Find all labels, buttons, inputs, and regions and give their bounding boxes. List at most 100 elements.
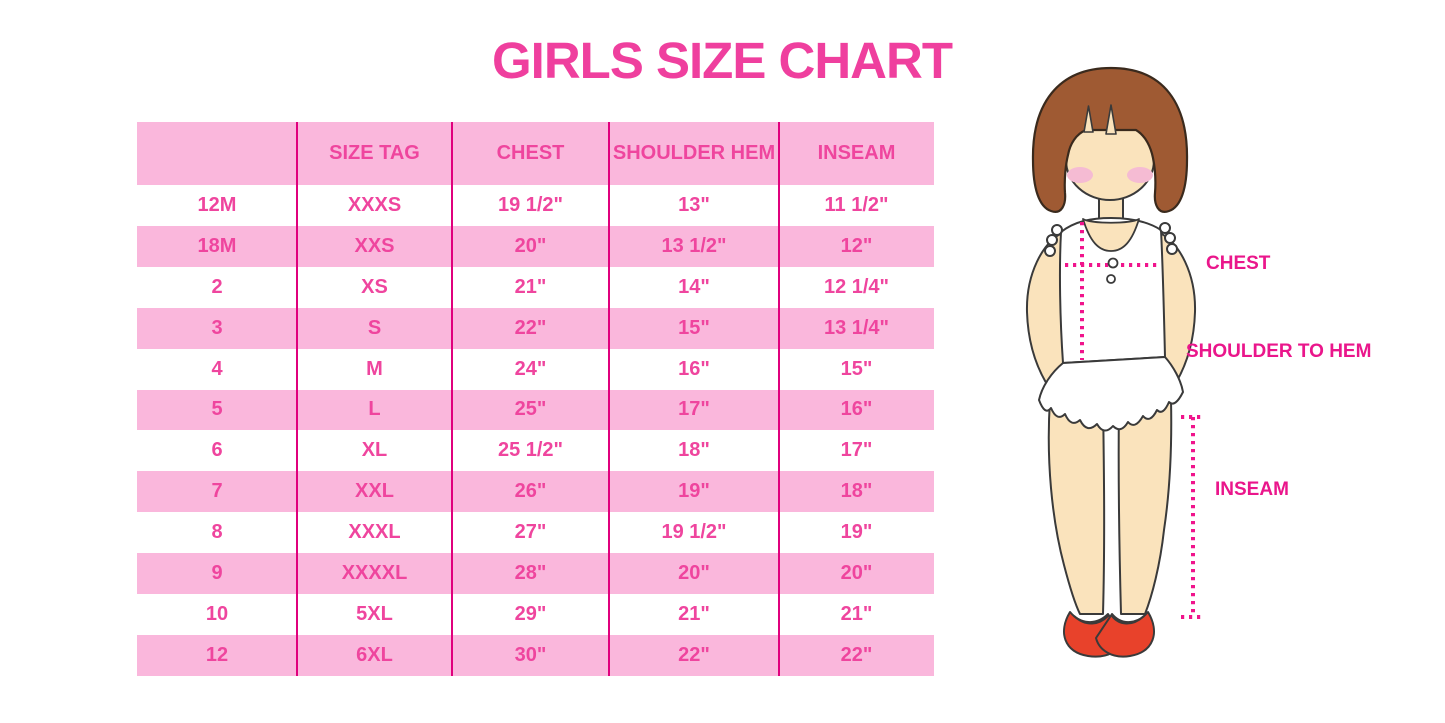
table-row: 105XL29"21"21" [137, 594, 934, 635]
table-row: 4M24"16"15" [137, 349, 934, 390]
table-cell: 5XL [297, 594, 452, 635]
table-cell: 24" [452, 349, 609, 390]
table-header-cell: SHOULDER HEM [609, 122, 779, 185]
table-cell: 6XL [297, 635, 452, 676]
table-cell: XXXXL [297, 553, 452, 594]
table-row: 6XL25 1/2"18"17" [137, 430, 934, 471]
table-row: 2XS21"14"12 1/4" [137, 267, 934, 308]
table-cell: 6 [137, 430, 297, 471]
table-header-cell: INSEAM [779, 122, 934, 185]
table-cell: 13" [609, 185, 779, 226]
table-cell: 11 1/2" [779, 185, 934, 226]
table-cell: 27" [452, 512, 609, 553]
table-cell: 7 [137, 471, 297, 512]
table-row: 126XL30"22"22" [137, 635, 934, 676]
table-row: 5L25"17"16" [137, 390, 934, 431]
table-cell: XXL [297, 471, 452, 512]
table-cell: 12 [137, 635, 297, 676]
table-row: 12MXXXS19 1/2"13"11 1/2" [137, 185, 934, 226]
table-cell: XXXL [297, 512, 452, 553]
column-divider [296, 122, 299, 676]
table-cell: XXS [297, 226, 452, 267]
button [1109, 259, 1118, 268]
table-row: 3S22"15"13 1/4" [137, 308, 934, 349]
table-cell: 16" [779, 390, 934, 431]
ruffle [1052, 225, 1062, 235]
table-cell: 14" [609, 267, 779, 308]
ruffle [1167, 244, 1177, 254]
size-chart-table: SIZE TAG CHEST SHOULDER HEM INSEAM 12MXX… [137, 122, 934, 676]
ruffle [1045, 246, 1055, 256]
table-cell: 19 1/2" [609, 512, 779, 553]
table-cell: 17" [779, 430, 934, 471]
table-cell: 18M [137, 226, 297, 267]
table-row: 7XXL26"19"18" [137, 471, 934, 512]
table-cell: 3 [137, 308, 297, 349]
table-row: 9XXXXL28"20"20" [137, 553, 934, 594]
table-cell: L [297, 390, 452, 431]
table-cell: 10 [137, 594, 297, 635]
table-cell: 18" [609, 430, 779, 471]
table-cell: 18" [779, 471, 934, 512]
table-cell: 13 1/4" [779, 308, 934, 349]
shoulder-to-hem-label: SHOULDER TO HEM [1186, 341, 1371, 363]
table-cell: 22" [779, 635, 934, 676]
ruffle [1047, 235, 1057, 245]
size-table-body: 12MXXXS19 1/2"13"11 1/2"18MXXS20"13 1/2"… [137, 185, 934, 676]
table-cell: 8 [137, 512, 297, 553]
table-cell: 25 1/2" [452, 430, 609, 471]
table-cell: 16" [609, 349, 779, 390]
column-divider [608, 122, 611, 676]
table-row: 8XXXL27"19 1/2"19" [137, 512, 934, 553]
table-header-cell: CHEST [452, 122, 609, 185]
table-cell: 12" [779, 226, 934, 267]
table-cell: 25" [452, 390, 609, 431]
table-header-row: SIZE TAG CHEST SHOULDER HEM INSEAM [137, 122, 934, 185]
table-cell: 19" [779, 512, 934, 553]
blush-left [1067, 167, 1093, 183]
table-cell: S [297, 308, 452, 349]
table-cell: 21" [779, 594, 934, 635]
leg-left [1049, 400, 1104, 614]
table-cell: XXXS [297, 185, 452, 226]
table-cell: 19" [609, 471, 779, 512]
table-cell: 21" [609, 594, 779, 635]
table-cell: 12M [137, 185, 297, 226]
ruffle [1165, 233, 1175, 243]
table-cell: M [297, 349, 452, 390]
page: GIRLS SIZE CHART SIZE TAG CHEST SHOULDER… [0, 0, 1445, 723]
table-cell: 12 1/4" [779, 267, 934, 308]
table-cell: 29" [452, 594, 609, 635]
table-cell: 17" [609, 390, 779, 431]
table-cell: 28" [452, 553, 609, 594]
leg-right [1119, 400, 1172, 614]
table-cell: 20" [779, 553, 934, 594]
table-cell: 4 [137, 349, 297, 390]
table-cell: 15" [609, 308, 779, 349]
table-cell: 19 1/2" [452, 185, 609, 226]
blush-right [1127, 167, 1153, 183]
table-cell: XS [297, 267, 452, 308]
inseam-label: INSEAM [1215, 479, 1289, 501]
table-cell: 13 1/2" [609, 226, 779, 267]
table-cell: 9 [137, 553, 297, 594]
girl-measurement-figure [1000, 60, 1250, 670]
button [1107, 275, 1115, 283]
ruffle [1160, 223, 1170, 233]
chest-label: CHEST [1206, 253, 1270, 275]
table-row: 18MXXS20"13 1/2"12" [137, 226, 934, 267]
table-cell: 2 [137, 267, 297, 308]
table-header-cell: SIZE TAG [297, 122, 452, 185]
table-cell: 5 [137, 390, 297, 431]
table-cell: 15" [779, 349, 934, 390]
table-cell: 22" [609, 635, 779, 676]
girl-illustration [1000, 60, 1250, 670]
table-cell: 26" [452, 471, 609, 512]
page-title: GIRLS SIZE CHART [492, 31, 952, 90]
column-divider [451, 122, 454, 676]
table-header-cell [137, 122, 297, 185]
table-cell: XL [297, 430, 452, 471]
column-divider [778, 122, 781, 676]
table-cell: 22" [452, 308, 609, 349]
table-cell: 20" [609, 553, 779, 594]
